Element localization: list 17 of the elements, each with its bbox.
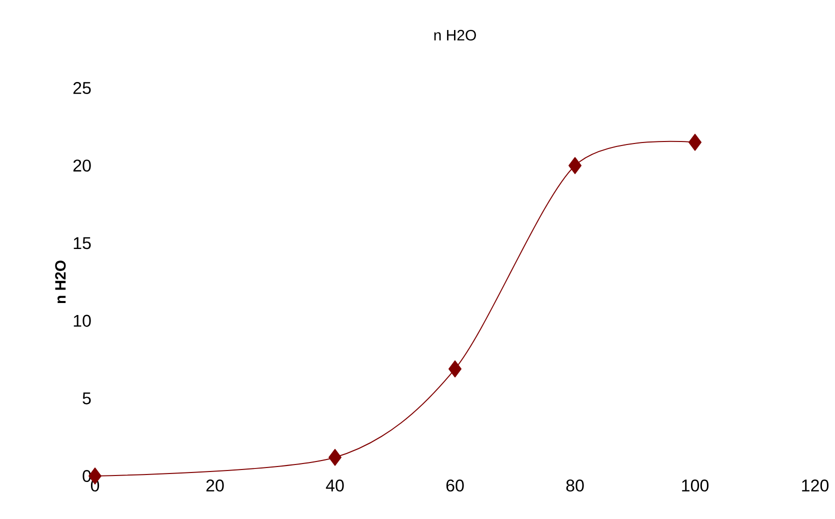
- chart-title: n H2O: [434, 30, 476, 40]
- point: [688, 134, 702, 151]
- x-tick-label: 80: [566, 480, 584, 492]
- y-tick-label: 10: [74, 314, 91, 327]
- point: [328, 448, 342, 466]
- y-tick-label: 5: [82, 392, 91, 404]
- y-tick-label: 25: [73, 82, 91, 94]
- x-tick-label: 120: [802, 480, 829, 492]
- y-tick-label: 20: [73, 160, 91, 172]
- x-tick-label: 100: [682, 480, 709, 492]
- x-tick-label: 40: [326, 480, 344, 492]
- point: [448, 360, 462, 378]
- point: [568, 157, 582, 174]
- y-tick-label: 15: [74, 237, 91, 250]
- x-tick-label: 60: [446, 480, 464, 492]
- y-axis-title: n H2O: [55, 260, 66, 304]
- x-tick-label: 20: [206, 480, 224, 492]
